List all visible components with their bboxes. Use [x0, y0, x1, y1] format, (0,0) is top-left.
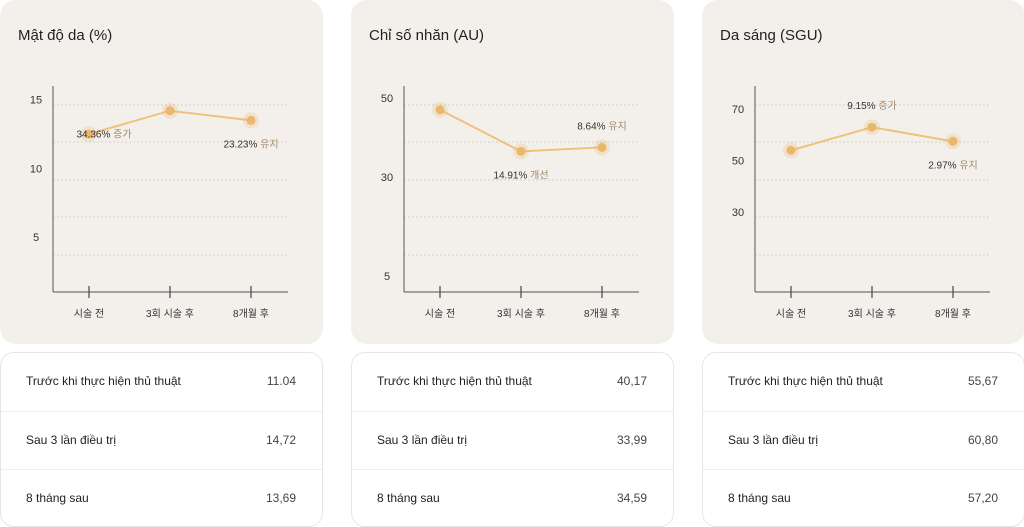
- table-row: Sau 3 lần điều trị 14,72: [1, 411, 322, 469]
- y-tick-label: 10: [30, 163, 42, 175]
- row-value: 11.04: [266, 374, 296, 388]
- y-tick-label: 50: [732, 156, 744, 168]
- y-tick-label: 70: [732, 104, 744, 116]
- data-label: 2.97% 유지: [928, 159, 978, 171]
- data-label-word: 개선: [530, 169, 548, 181]
- x-tick-label: 시술 전: [776, 308, 806, 320]
- row-label: Trước khi thực hiện thủ thuật: [26, 374, 181, 388]
- data-label: 14.91% 개선: [493, 169, 548, 181]
- y-tick-label: 5: [33, 232, 39, 244]
- line-chart: 50 30 5 시술 전 3회 시술 후 8개월 후 14.91% 개선 8.64% 유지: [381, 86, 639, 320]
- data-label-percent: 2.97%: [928, 160, 959, 171]
- y-tick-label: 50: [381, 93, 393, 105]
- data-point: [516, 146, 526, 156]
- data-label-percent: 9.15%: [847, 101, 878, 112]
- y-tick-label: 15: [30, 95, 42, 107]
- table-row: 8 tháng sau 13,69: [1, 469, 322, 527]
- value-table: Trước khi thực hiện thủ thuật 40,17 Sau …: [351, 352, 674, 527]
- data-label: 34.36% 증가: [76, 129, 131, 141]
- line-chart: 70 50 30 시술 전 3회 시술 후 8개월 후 9.15% 증가 2.97% 유지: [732, 86, 990, 320]
- y-tick-label: 5: [384, 271, 390, 283]
- data-point: [867, 122, 877, 132]
- data-label: 8.64% 유지: [577, 120, 627, 132]
- data-label-word: 유지: [959, 159, 977, 171]
- data-point: [948, 136, 958, 146]
- chart-title: Chỉ số nhăn (AU): [369, 27, 485, 44]
- row-label: 8 tháng sau: [728, 491, 791, 505]
- row-label: Trước khi thực hiện thủ thuật: [377, 374, 532, 388]
- data-label-percent: 34.36%: [76, 130, 113, 141]
- table-row: Trước khi thực hiện thủ thuật 40,17: [352, 353, 673, 411]
- table-row: Sau 3 lần điều trị 33,99: [352, 411, 673, 469]
- line-chart: 15 10 5 시술 전 3회 시술 후 8개월 후 34.36% 증가 23.23% 유지: [30, 86, 288, 320]
- data-point: [786, 145, 796, 155]
- row-value: 40,17: [616, 374, 647, 388]
- value-table: Trước khi thực hiện thủ thuật 55,67 Sau …: [702, 352, 1024, 527]
- chart-card: Da sáng (SGU) 70 50 30 시술 전 3회 시술 후 8개월 후 9.15…: [702, 0, 1024, 344]
- data-point: [165, 106, 175, 116]
- y-tick-label: 30: [381, 172, 393, 184]
- chart-card: Chỉ số nhăn (AU) 50 30 5 시술 전 3회 시술 후 8개월 후 14…: [351, 0, 674, 344]
- data-label: 23.23% 유지: [223, 138, 278, 150]
- data-label-word: 증가: [878, 100, 896, 112]
- table-row: 8 tháng sau 34,59: [352, 469, 673, 527]
- chart-card: Mật độ da (%) 15 10 5 시술 전 3회 시술 후 8개월 후 34.36…: [0, 0, 323, 344]
- row-label: Sau 3 lần điều trị: [26, 433, 117, 447]
- value-table: Trước khi thực hiện thủ thuật 11.04 Sau …: [0, 352, 323, 527]
- x-tick-label: 시술 전: [74, 308, 104, 320]
- table-row: 8 tháng sau 57,20: [703, 469, 1024, 527]
- data-label: 9.15% 증가: [847, 100, 897, 112]
- row-label: 8 tháng sau: [377, 491, 440, 505]
- row-value: 33,99: [616, 433, 647, 447]
- table-row: Trước khi thực hiện thủ thuật 11.04: [1, 353, 322, 411]
- data-point: [597, 142, 607, 152]
- x-tick-label: 8개월 후: [584, 308, 620, 320]
- data-point: [246, 115, 256, 125]
- data-label-word: 유지: [260, 138, 278, 150]
- row-value: 13,69: [265, 491, 296, 505]
- data-label-percent: 23.23%: [223, 139, 260, 150]
- data-label-word: 유지: [608, 120, 626, 132]
- x-tick-label: 시술 전: [425, 308, 455, 320]
- row-value: 57,20: [967, 491, 998, 505]
- data-point: [435, 105, 445, 115]
- row-value: 14,72: [265, 433, 296, 447]
- y-tick-label: 30: [732, 207, 744, 219]
- chart-title: Mật độ da (%): [18, 27, 113, 44]
- chart-title: Da sáng (SGU): [720, 27, 823, 44]
- x-tick-label: 3회 시술 후: [146, 308, 194, 320]
- row-label: Trước khi thực hiện thủ thuật: [728, 374, 883, 388]
- x-tick-label: 3회 시술 후: [497, 308, 545, 320]
- row-value: 60,80: [967, 433, 998, 447]
- row-value: 34,59: [616, 491, 647, 505]
- row-value: 55,67: [967, 374, 998, 388]
- table-row: Trước khi thực hiện thủ thuật 55,67: [703, 353, 1024, 411]
- data-label-percent: 8.64%: [577, 121, 608, 132]
- row-label: 8 tháng sau: [26, 491, 89, 505]
- row-label: Sau 3 lần điều trị: [728, 433, 819, 447]
- data-label-percent: 14.91%: [493, 170, 530, 181]
- data-point: [84, 129, 94, 139]
- row-label: Sau 3 lần điều trị: [377, 433, 468, 447]
- x-tick-label: 8개월 후: [233, 308, 269, 320]
- table-row: Sau 3 lần điều trị 60,80: [703, 411, 1024, 469]
- x-tick-label: 8개월 후: [935, 308, 971, 320]
- data-label-word: 증가: [113, 129, 131, 141]
- x-tick-label: 3회 시술 후: [848, 308, 896, 320]
